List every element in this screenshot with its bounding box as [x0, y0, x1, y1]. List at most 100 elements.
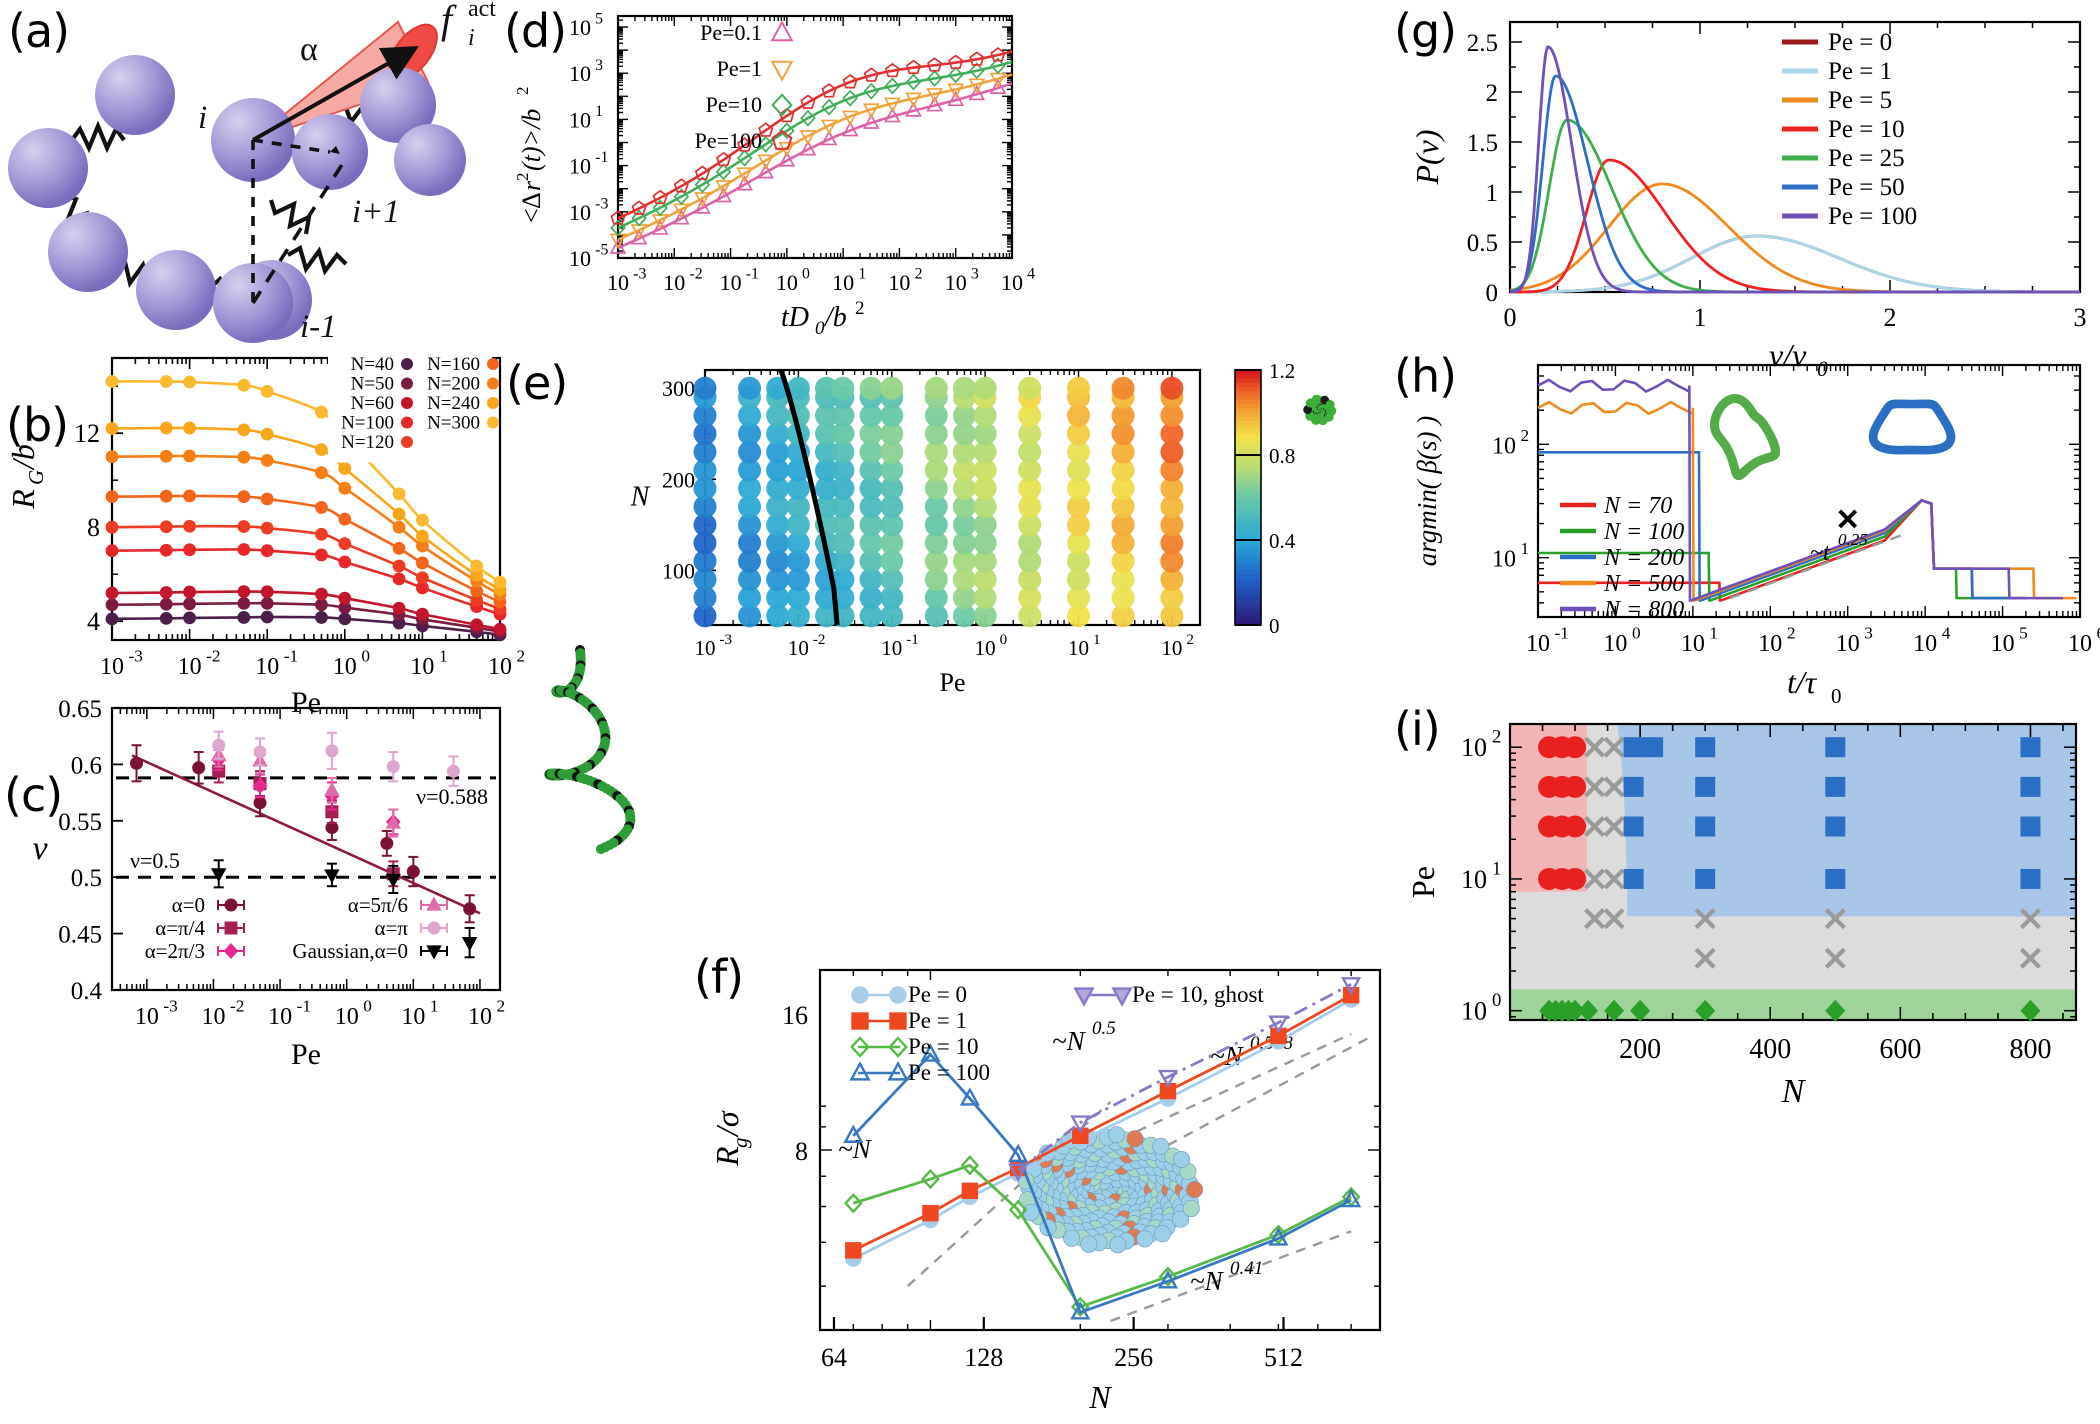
bead-upper-right [360, 67, 436, 143]
x-tick-label: 10 3 [945, 266, 979, 295]
panel-b-point [237, 490, 251, 504]
colorbar-segment [1235, 523, 1261, 528]
panel-d-marker [757, 163, 775, 179]
panel-d-marker [715, 163, 732, 181]
panel-e-dot [924, 440, 948, 464]
colorbar-segment [1235, 552, 1261, 558]
panel-e-dot [766, 404, 790, 428]
snapshot-bead [1305, 411, 1315, 421]
x-tick-label: 10 0 [776, 266, 810, 295]
panel-i-marker-cross-2 [1603, 776, 1625, 798]
tick-base: 10 [569, 15, 591, 40]
panel-b-point [260, 521, 274, 535]
legend-label: α=π [375, 916, 409, 940]
panel-i-marker-cross-2 [1603, 816, 1625, 838]
panel-e-dot [786, 513, 810, 537]
colorbar-segment [1235, 586, 1261, 592]
snapshot-bead [1940, 442, 1950, 451]
panel-b-point [338, 512, 352, 526]
panel-d-marker [672, 209, 690, 225]
colorbar-segment [1235, 527, 1261, 533]
panel-e-dot [952, 567, 976, 591]
tick-base: 10 [776, 270, 798, 295]
panel-e-dot [766, 531, 790, 555]
panel-e-dot [1111, 422, 1135, 446]
panel-h-guide [1729, 531, 1909, 600]
panel-d-marker [968, 85, 986, 101]
tick-exponent: -1 [284, 647, 298, 666]
panel-d-marker [757, 154, 775, 170]
panel-f-annot-N041: ~N 0.41 [1190, 1258, 1263, 1296]
panel-b-point [159, 421, 173, 435]
panel-e-dot [814, 404, 838, 428]
panel-e-dot [859, 495, 883, 519]
ylabel-sub-g: g [728, 1138, 752, 1149]
tick-base: 10 [1492, 547, 1516, 573]
x-tick-label: 200 [1619, 1034, 1661, 1065]
panel-d-marker [926, 96, 943, 112]
panel-d-marker [969, 62, 985, 80]
panel-f-marker [1268, 1015, 1289, 1034]
panel-h-plot: 10-1100101102103104105106101102t/τ0argmi… [1412, 363, 2100, 708]
panel-b-point [159, 586, 173, 599]
x-tick-label: 10 -3 [135, 997, 178, 1030]
panel-e-dot [693, 549, 717, 573]
snapshot-bead [1152, 1137, 1170, 1155]
panel-b-point [183, 449, 197, 463]
panel-e-dot [766, 440, 790, 464]
tick-base: 10 [569, 246, 591, 271]
panel-d-marker [800, 94, 816, 109]
tick-base: 10 [1161, 636, 1182, 660]
x-tick-label: 512 [1264, 1343, 1303, 1372]
panel-e-dot [693, 422, 717, 446]
panel-e-dot [738, 422, 762, 446]
xlabel-sub-0: 0 [815, 318, 825, 339]
panel-i-marker-square [2020, 776, 2041, 797]
legend-label: Pe = 0 [1828, 29, 1892, 56]
panel-b-point [105, 598, 119, 612]
legend-label: N=100 [341, 413, 394, 434]
panel-e-dot [973, 404, 997, 428]
colorbar-segment [1235, 510, 1261, 516]
panel-f-marker [1008, 1199, 1028, 1220]
x-tick-label: 10 2 [1758, 624, 1795, 657]
panel-d-marker [842, 89, 858, 107]
panel-e-dot [1018, 440, 1042, 464]
legend-label: N=60 [351, 393, 394, 414]
colorbar-segment [1235, 561, 1261, 567]
panel-e-dot [973, 567, 997, 591]
colorbar-segment [1235, 569, 1261, 575]
panel-i-marker-circle [1564, 815, 1587, 838]
panel-b-point [338, 555, 352, 569]
panel-e-dot [1067, 440, 1091, 464]
panel-e: (e) 100 200 300 10 -3 10 -2 10 -1 10 0 10 1 10 2 Pe N 1.2… [500, 340, 1400, 950]
colorbar-segment [1235, 506, 1261, 511]
colorbar-segment [1235, 421, 1261, 426]
panel-e-dot [952, 604, 976, 628]
dashed-arrowhead [330, 146, 340, 154]
panel-b-point [237, 378, 251, 392]
legend-label: N = 800 [1603, 597, 1684, 623]
panel-b-point [392, 487, 406, 501]
x-tick-label: 10 -1 [1526, 624, 1569, 657]
panel-e-dot [814, 604, 838, 628]
colorbar-segment [1235, 565, 1261, 571]
panel-b-point [183, 597, 197, 611]
panel-e-dot [766, 458, 790, 482]
panel-i-marker-diamond [2020, 999, 2041, 1022]
panel-e-dot [973, 495, 997, 519]
tick-base: 10 [100, 654, 124, 680]
panel-e-dot [924, 586, 948, 610]
panel-e-label: (e) [506, 356, 568, 410]
annot-N041-exp: 0.41 [1230, 1258, 1263, 1279]
panel-i-marker-cross-2 [1824, 947, 1846, 969]
tick-exponent: 2 [497, 997, 506, 1016]
panel-d-marker [821, 98, 837, 116]
tick-exponent: 1 [858, 266, 866, 283]
panel-e-dot [859, 458, 883, 482]
legend-label: Pe = 50 [1828, 174, 1905, 201]
panel-b-point [315, 466, 328, 480]
panel-d-frame [616, 14, 1014, 260]
y-tick-label: 10 2 [1492, 426, 1529, 459]
